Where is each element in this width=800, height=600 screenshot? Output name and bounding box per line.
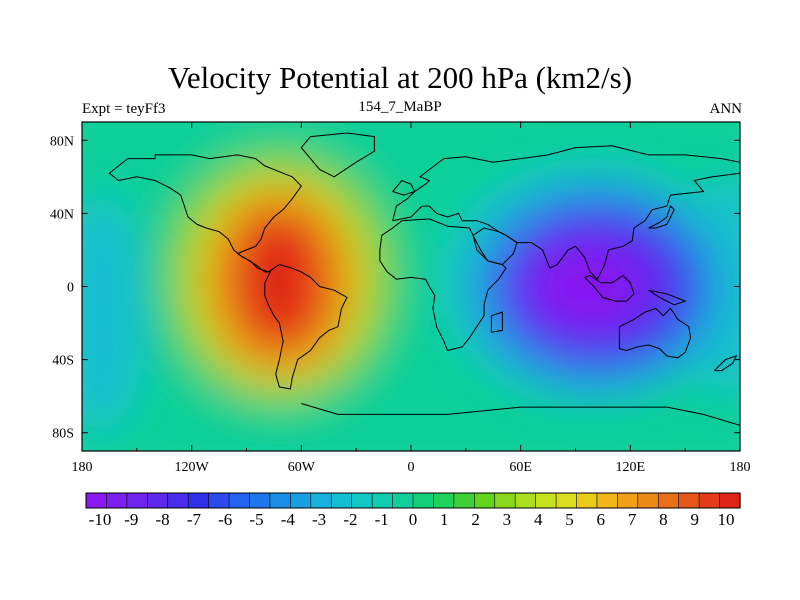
chart-title: Velocity Potential at 200 hPa (km2/s) (167, 60, 633, 95)
y-tick-label: 0 (67, 281, 74, 296)
coastline-segment (301, 403, 740, 426)
colorbar-box (106, 492, 128, 509)
colorbar-box (249, 492, 271, 509)
case-label: 154_7_MaBP (358, 99, 442, 115)
colorbar-box (596, 492, 618, 509)
colorbar-box (208, 492, 230, 509)
positive-center (268, 297, 317, 342)
colorbar-box (637, 492, 659, 509)
colorbar-box (514, 492, 537, 509)
colorbar-box (126, 492, 148, 509)
colorbar-box (371, 492, 394, 509)
colorbar-label: 4 (534, 510, 543, 529)
colorbar-box (474, 492, 496, 509)
colorbar-label: -10 (89, 510, 112, 529)
y-tick-label: 80N (50, 134, 74, 149)
colorbar-label: -4 (281, 510, 296, 529)
coastline-segment (392, 145, 740, 281)
colorbar-label: -5 (249, 510, 263, 529)
colorbar-box (555, 492, 578, 509)
y-tick-label: 40S (52, 354, 74, 369)
colorbar-box (310, 492, 332, 509)
colorbar-box (85, 492, 108, 509)
colorbar-box (147, 492, 169, 509)
colorbar-label: 3 (503, 510, 512, 529)
field-band-west (82, 193, 146, 434)
colorbar-label: -3 (312, 510, 326, 529)
colorbar-label: -1 (375, 510, 389, 529)
colorbar-box (412, 492, 435, 509)
coastline-segment (648, 289, 687, 306)
colorbar-label: 9 (690, 510, 699, 529)
colorbar-box (453, 492, 475, 509)
colorbar-label: 8 (659, 510, 668, 529)
y-tick-label: 80S (52, 427, 74, 442)
colorbar-box (698, 492, 721, 509)
colorbar-box (535, 492, 557, 509)
season-label: ANN (709, 101, 743, 117)
x-tick-label: 180 (730, 460, 751, 475)
coastline-segment (379, 218, 507, 352)
contour-field (82, 122, 740, 451)
axes: 180 120W 60W 0 60E 120E 180 80N 40N 0 40S 80S (50, 122, 751, 475)
coastline-segment (108, 154, 348, 390)
x-tick-label: 60W (288, 460, 316, 475)
colorbar-box (187, 492, 210, 509)
colorbar-label: 1 (440, 510, 449, 529)
colorbar-box (719, 492, 741, 509)
colorbar-label: -8 (156, 510, 170, 529)
colorbar-label: 0 (409, 510, 418, 529)
positive-center (243, 214, 304, 267)
coastline-segment (392, 179, 416, 196)
colorbar-label: 7 (628, 510, 637, 529)
colorbar-box (433, 492, 455, 509)
experiment-label: Expt = teyFf3 (82, 101, 166, 117)
colorbar-label: 10 (718, 510, 735, 529)
colorbar-box (167, 492, 189, 509)
colorbar-box (351, 492, 373, 509)
x-tick-label: 0 (408, 460, 415, 475)
colorbar-box (228, 492, 251, 509)
colorbar-box (617, 492, 639, 509)
colorbar-label: -7 (187, 510, 202, 529)
colorbar: -10 -9 -8 -7 -6 -5 -4 -3 -2 -1 0 1 2 3 4 5 6 7 8 9 10 (85, 492, 741, 529)
colorbar-label: 5 (565, 510, 574, 529)
colorbar-label: -2 (343, 510, 357, 529)
colorbar-box (330, 492, 353, 509)
colorbar-box (494, 492, 516, 509)
colorbar-box (290, 492, 312, 509)
x-tick-label: 120E (616, 460, 646, 475)
colorbar-label: 6 (597, 510, 606, 529)
colorbar-label: -9 (124, 510, 138, 529)
coastline-segment (472, 227, 518, 266)
colorbar-box (269, 492, 291, 509)
x-tick-label: 120W (175, 460, 210, 475)
coastline-segment (618, 307, 692, 359)
colorbar-box (392, 492, 414, 509)
coastline-segment (300, 132, 375, 178)
coastline-segment (490, 311, 503, 333)
colorbar-box (576, 492, 598, 509)
colorbar-label: -6 (218, 510, 232, 529)
coastline-segment (584, 274, 635, 302)
x-tick-label: 60E (509, 460, 532, 475)
colorbar-frame (85, 492, 741, 509)
colorbar-box (678, 492, 700, 509)
colorbar-box (657, 492, 680, 509)
colorbar-label: 2 (471, 510, 480, 529)
coastlines (108, 132, 740, 426)
y-tick-label: 40N (50, 207, 74, 222)
x-tick-label: 180 (72, 460, 93, 475)
coastline-segment (648, 205, 675, 229)
